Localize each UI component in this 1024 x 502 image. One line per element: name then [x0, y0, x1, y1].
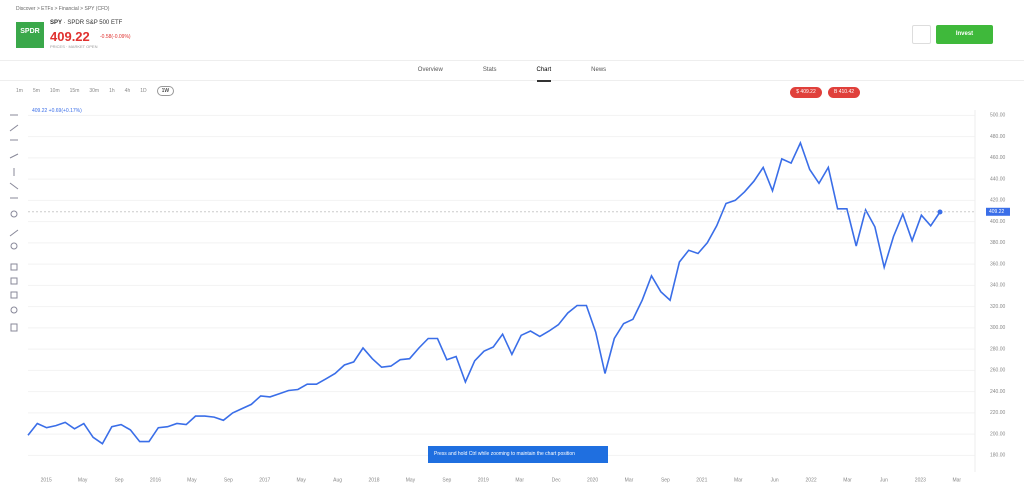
y-tick-label: 420.00: [990, 198, 1006, 204]
y-tick-label: 460.00: [990, 155, 1006, 161]
status: PRICES · MARKET OPEN: [50, 44, 98, 49]
y-tick-label: 360.00: [990, 261, 1006, 267]
instrument: SPY · SPDR S&P 500 ETF: [50, 20, 123, 26]
x-tick-label: Aug: [333, 477, 342, 483]
timeframe[interactable]: 5m: [32, 88, 40, 94]
x-tick-label: Mar: [625, 477, 634, 483]
x-tick-label: 2019: [478, 477, 489, 483]
toast: Press and hold Ctrl while zooming to mai…: [428, 446, 608, 463]
x-tick-label: Mar: [952, 477, 961, 483]
x-tick-label: May: [187, 477, 197, 483]
x-tick-label: 2023: [915, 477, 926, 483]
last-price-label: 409.22: [989, 209, 1005, 215]
y-tick-label: 500.00: [990, 113, 1006, 119]
y-tick-label: 340.00: [990, 283, 1006, 289]
y-tick-label: 440.00: [990, 176, 1006, 182]
instrument-name: SPDR S&P 500 ETF: [67, 20, 123, 26]
timeframe[interactable]: 30m: [89, 88, 100, 94]
timeframe[interactable]: 1W: [156, 86, 175, 96]
toolbar[interactable]: [9, 114, 19, 332]
last-price-tag: [986, 207, 1010, 216]
buy-button[interactable]: B 410.42: [828, 87, 860, 98]
y-tick-label: 300.00: [990, 325, 1006, 331]
y-tick-label: 240.00: [990, 389, 1006, 395]
y-tick-label: 380.00: [990, 240, 1006, 246]
invest-button[interactable]: Invest: [936, 25, 993, 44]
chart-legend: 409.22 +0.69(+0.17%): [32, 108, 82, 114]
y-tick-label: 320.00: [990, 304, 1006, 310]
x-tick-label: Sep: [661, 477, 670, 483]
logo: SPDR: [16, 22, 44, 48]
x-tick-label: Jun: [880, 477, 888, 483]
timeframe[interactable]: 1m: [16, 88, 23, 94]
timeframe[interactable]: 1h: [109, 88, 115, 94]
x-tick-label: Mar: [734, 477, 743, 483]
tab[interactable]: News: [591, 67, 607, 73]
tab[interactable]: Chart: [536, 61, 552, 82]
last-point: [937, 209, 943, 215]
y-tick-label: 220.00: [990, 410, 1006, 416]
x-tick-label: 2022: [806, 477, 817, 483]
change: -0.58(-0.09%): [100, 34, 131, 40]
x-tick-label: May: [78, 477, 88, 483]
sell-button[interactable]: $ 409.22: [790, 87, 822, 98]
x-tick-label: 2017: [259, 477, 270, 483]
y-tick-label: 200.00: [990, 431, 1006, 437]
tabs: Overview Stats Chart News: [0, 60, 1024, 82]
x-tick-label: 2021: [696, 477, 707, 483]
x-tick-label: Sep: [442, 477, 451, 483]
x-tick-label: May: [406, 477, 416, 483]
x-tick-label: 2018: [368, 477, 379, 483]
x-tick-label: 2020: [587, 477, 598, 483]
price: 409.22: [50, 29, 90, 44]
y-tick-label: 480.00: [990, 134, 1006, 140]
x-tick-label: 2015: [41, 477, 52, 483]
timeframe[interactable]: 1D: [140, 88, 147, 94]
tab[interactable]: Overview: [417, 67, 443, 73]
timeframe[interactable]: 4h: [124, 88, 131, 94]
x-tick-label: Dec: [552, 477, 561, 483]
tab[interactable]: Stats: [482, 67, 497, 73]
watchlist-button[interactable]: [912, 25, 931, 44]
x-tick-label: Sep: [115, 477, 124, 483]
timeframes: 1m 5m 10m 15m 30m 1h 4h 1D 1W: [16, 86, 184, 96]
symbol: SPY: [50, 20, 63, 26]
breadcrumb[interactable]: Discover > ETFs > Financial > SPY (CFD): [16, 6, 110, 12]
timeframe[interactable]: 10m: [49, 88, 60, 94]
y-tick-label: 400.00: [990, 219, 1006, 225]
price-line: [27, 140, 941, 445]
timeframe[interactable]: 15m: [69, 88, 80, 94]
y-tick-label: 260.00: [990, 368, 1006, 374]
x-tick-label: Mar: [843, 477, 852, 483]
x-tick-label: Sep: [224, 477, 233, 483]
y-tick-label: 280.00: [990, 346, 1006, 352]
x-tick-label: Mar: [515, 477, 524, 483]
x-tick-label: Jun: [771, 477, 779, 483]
y-tick-label: 180.00: [990, 453, 1006, 459]
x-tick-label: May: [296, 477, 306, 483]
x-tick-label: 2016: [150, 477, 161, 483]
